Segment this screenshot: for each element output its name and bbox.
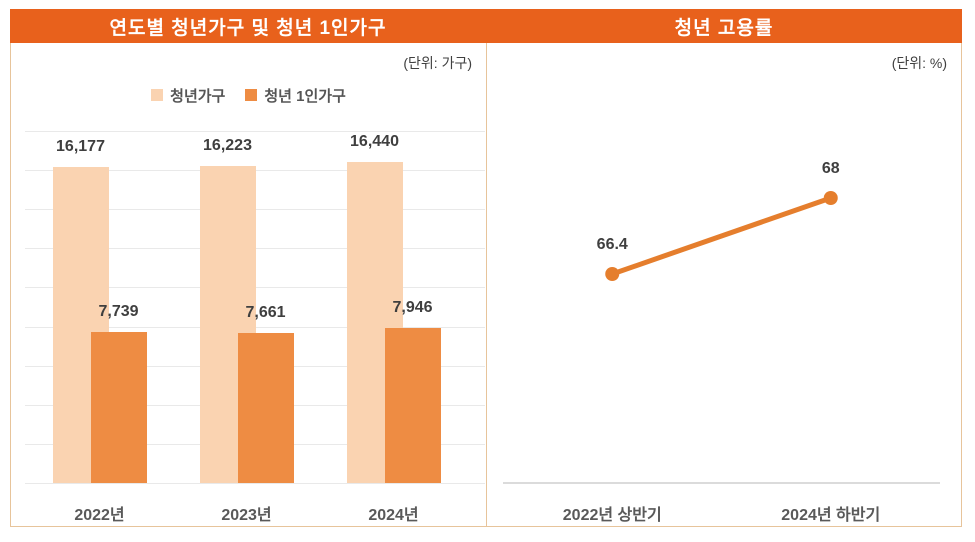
legend-item-youth-households: 청년가구 (151, 85, 225, 106)
bar-value-label: 16,440 (350, 132, 399, 150)
bar-category-label: 2024년 (368, 507, 419, 524)
bar-청년 1인가구-2022년 (90, 331, 147, 483)
employment-rate-line-layer (605, 191, 838, 281)
legend-label-youth-households: 청년가구 (170, 87, 226, 105)
bar-chart-panel: (단위: 가구) 청년가구 청년 1인가구 16,177 7,739 2022년 16… (11, 43, 487, 526)
left-chart-title: 연도별 청년가구 및 청년 1인가구 (10, 9, 486, 43)
header-band: 연도별 청년가구 및 청년 1인가구 청년 고용률 (10, 9, 962, 43)
bar-value-label: 16,223 (203, 136, 252, 154)
x-axis-line (503, 482, 940, 484)
line-category-label: 2024년 하반기 (781, 507, 881, 524)
bar-청년 1인가구-2023년 (237, 333, 294, 483)
bar-chart-unit-label: (단위: 가구) (403, 55, 472, 71)
bar-chart-legend: 청년가구 청년 1인가구 (11, 85, 486, 105)
line-chart-plot-area: 66.4 2022년 상반기 68 2024년 하반기 (487, 43, 961, 526)
line-chart-panel: (단위: %) 66.4 2022년 상반기 68 2024년 하반기 (487, 43, 961, 526)
line-value-label: 66.4 (596, 236, 628, 253)
line-chart-unit-label: (단위: %) (891, 55, 947, 71)
bar-value-label: 7,661 (245, 304, 286, 322)
line-data-point (605, 267, 620, 281)
line-data-point (823, 191, 838, 205)
line-value-label: 68 (821, 160, 840, 177)
bar-category-label: 2023년 (221, 507, 272, 524)
gridline (25, 483, 485, 484)
bar-value-label: 16,177 (56, 137, 105, 155)
employment-rate-line (611, 195, 832, 277)
legend-label-single-person: 청년 1인가구 (264, 87, 346, 105)
bar-value-label: 7,946 (392, 298, 433, 316)
right-chart-title: 청년 고용률 (486, 9, 962, 43)
bar-chart-plot-area: 16,177 7,739 2022년 16,223 7,661 2023년 16,440 7,… (11, 43, 486, 526)
charts-body: (단위: 가구) 청년가구 청년 1인가구 16,177 7,739 2022년 16… (10, 43, 962, 527)
bar-청년 1인가구-2024년 (384, 327, 441, 483)
bar-category-label: 2022년 (74, 507, 125, 524)
line-category-label: 2022년 상반기 (562, 507, 662, 524)
gridline (25, 131, 485, 132)
bar-value-label: 7,739 (98, 302, 139, 320)
legend-swatch-youth-households (151, 89, 164, 101)
legend-swatch-single-person (245, 89, 258, 101)
legend-item-single-person: 청년 1인가구 (245, 85, 346, 106)
